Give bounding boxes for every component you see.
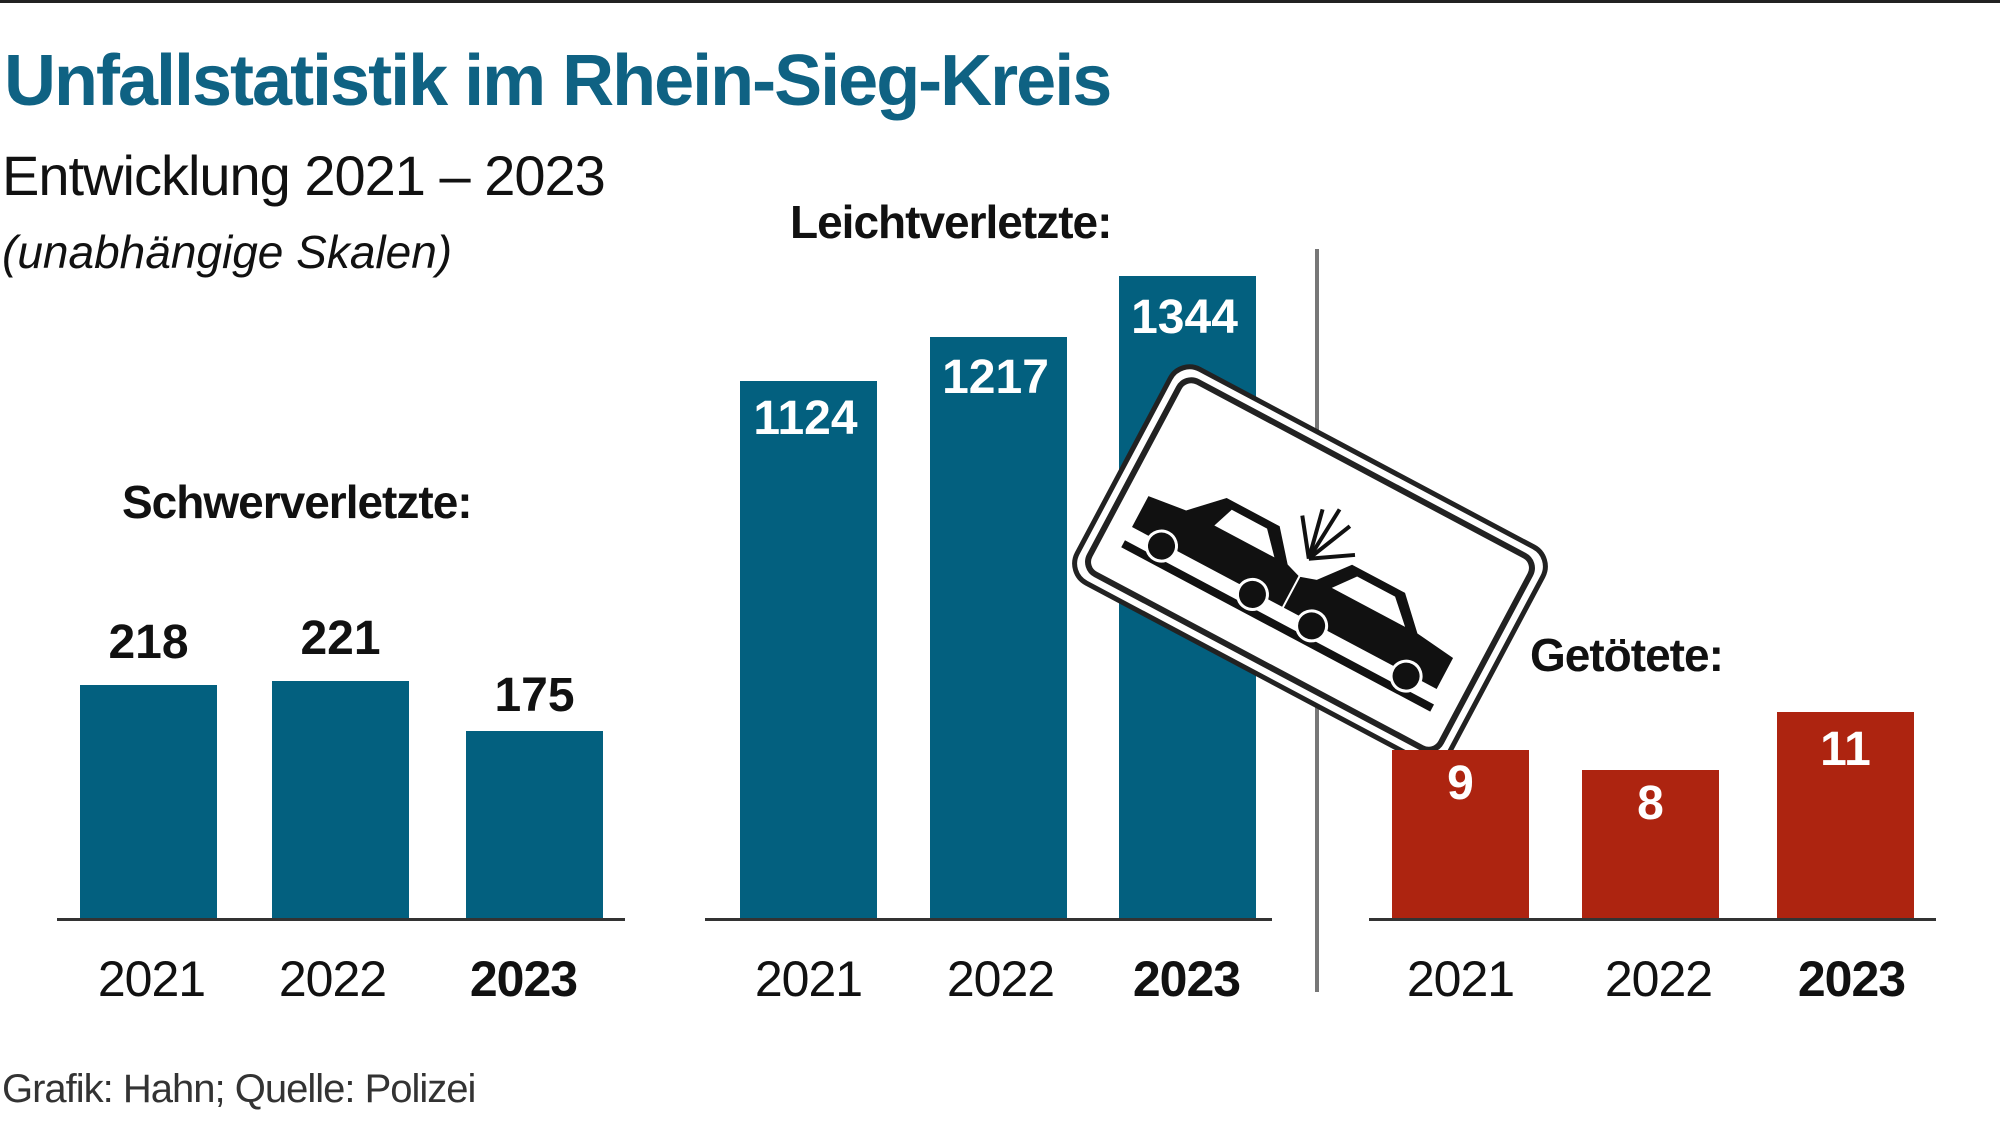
bar-schwer-2023 [466,731,603,918]
x-axis-line [1369,918,1936,921]
year-label: 2023 [1797,951,1906,1007]
value-label: 9 [1447,757,1474,810]
bar-leicht-2022 [930,337,1067,918]
value-label: 221 [300,612,381,665]
bar-schwer-2021 [80,685,217,918]
accident-sign-icon [1061,354,1558,777]
year-label: 2022 [1604,951,1713,1007]
value-label: 1124 [753,392,858,445]
panel-title-schwerverletzte: Schwerverletzte: [122,476,473,528]
year-label: 2023 [1132,951,1241,1007]
bar-getoetet-2023 [1777,712,1914,918]
year-label: 2021 [754,951,863,1007]
bar-getoetet-2022 [1582,770,1719,918]
year-label: 2021 [1406,951,1515,1007]
panel-title-leichtverletzte: Leichtverletzte: [790,196,1112,248]
value-label: 1344 [1131,291,1238,344]
value-label: 8 [1637,777,1664,830]
chart-subtitle: Entwicklung 2021 – 2023 [2,144,606,207]
chart-title: Unfallstatistik im Rhein-Sieg-Kreis [4,41,1112,121]
year-label: 2023 [469,951,578,1007]
bar-schwer-2022 [272,681,409,918]
value-label: 218 [108,616,189,669]
value-label: 175 [494,669,575,722]
panel-title-getoetete: Getötete: [1530,629,1724,681]
top-rule [0,0,2000,3]
bar-getoetet-2021 [1392,750,1529,918]
year-label: 2022 [946,951,1055,1007]
scale-note: (unabhängige Skalen) [2,226,453,278]
x-axis-line [705,918,1272,921]
year-label: 2021 [97,951,206,1007]
bar-leicht-2021 [740,381,877,918]
source-credit: Grafik: Hahn; Quelle: Polizei [2,1067,476,1111]
value-label: 11 [1820,723,1871,776]
year-label: 2022 [278,951,387,1007]
x-axis-line [57,918,625,921]
value-label: 1217 [942,351,1049,404]
